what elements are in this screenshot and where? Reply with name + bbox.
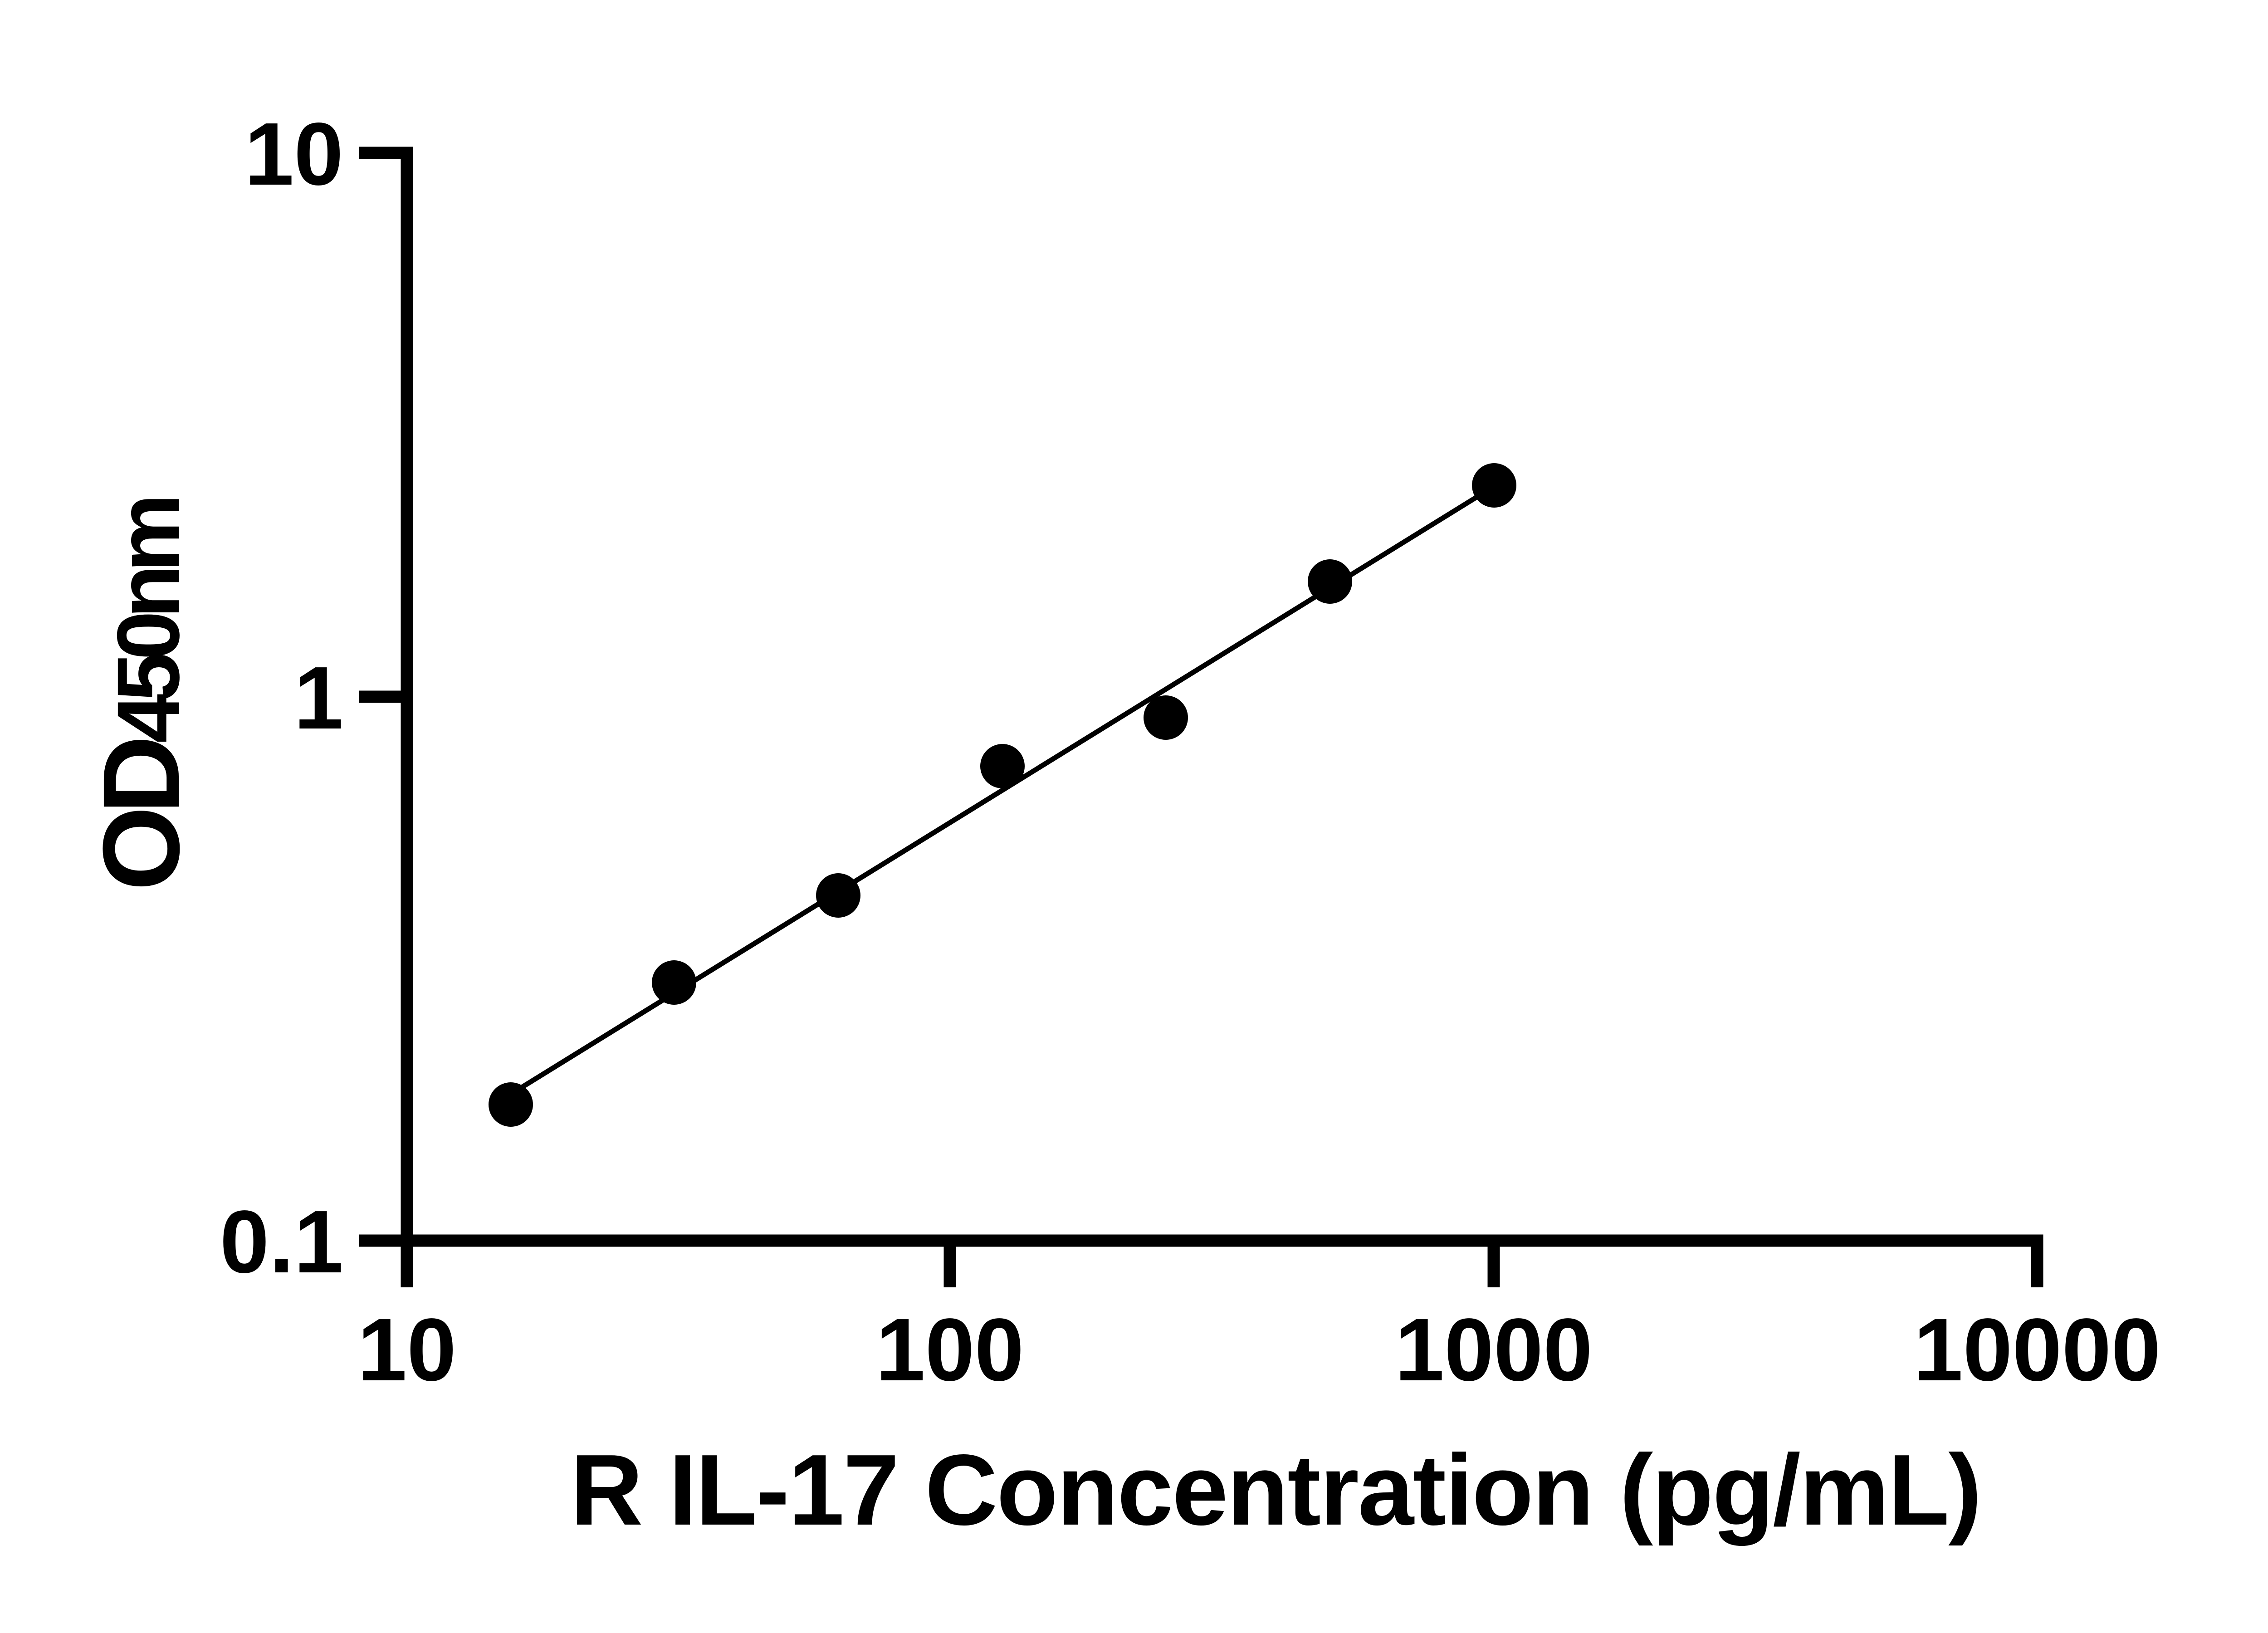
svg-text:10000: 10000 — [1913, 1300, 2160, 1399]
svg-text:1000: 1000 — [1395, 1300, 1593, 1399]
svg-text:100: 100 — [875, 1300, 1024, 1399]
svg-text:1: 1 — [294, 648, 343, 748]
svg-text:10: 10 — [244, 104, 343, 204]
svg-text:0.1: 0.1 — [220, 1192, 343, 1291]
svg-text:10: 10 — [357, 1300, 456, 1399]
svg-text:OD450nm: OD450nm — [80, 499, 202, 891]
svg-text:R IL-17 Concentration (pg/mL): R IL-17 Concentration (pg/mL) — [570, 1434, 1980, 1546]
